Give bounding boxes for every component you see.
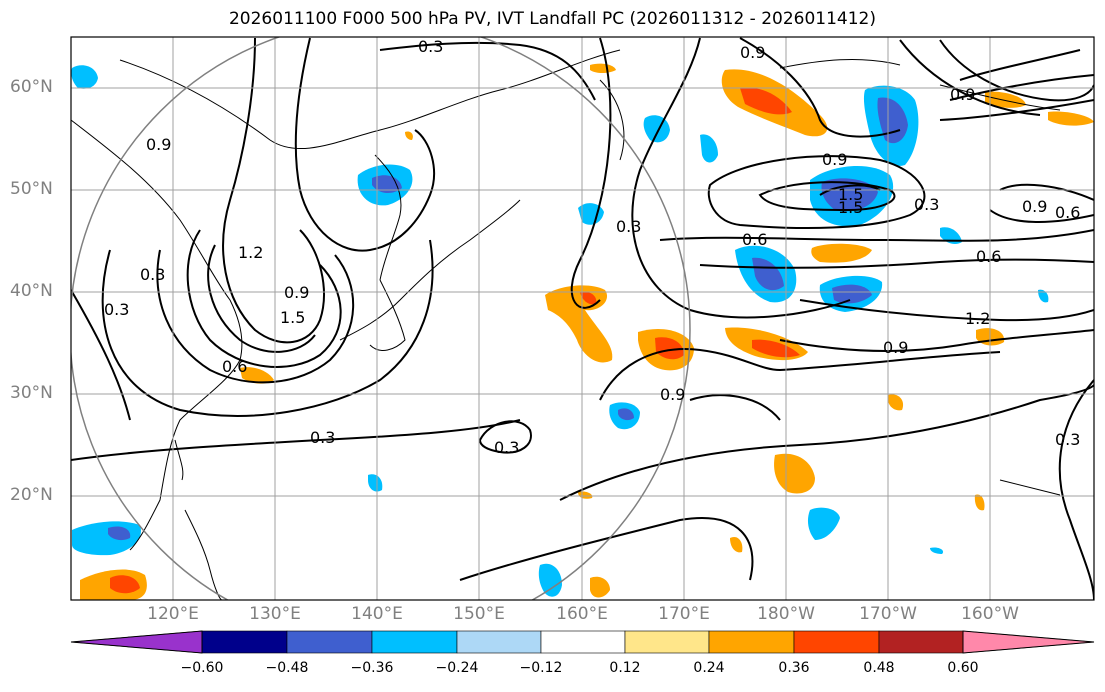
lon-label-120e: 120°E xyxy=(147,604,199,624)
gridlines xyxy=(71,37,1094,600)
contour-label: 1.5 xyxy=(838,185,863,204)
lon-label-150e: 150°E xyxy=(453,604,505,624)
contour-label: 0.3 xyxy=(140,265,165,284)
contour-label: 0.3 xyxy=(494,438,519,457)
contour-label: 0.9 xyxy=(284,283,309,302)
contour-label: 0.6 xyxy=(976,247,1001,266)
colorbar-segment xyxy=(793,630,880,654)
contour-label: 0.6 xyxy=(222,357,247,376)
colorbar-segment xyxy=(540,630,626,654)
lon-label-160e: 160°E xyxy=(556,604,608,624)
contour-label: 0.3 xyxy=(418,37,443,56)
colorbar-tick-label: 0.12 xyxy=(609,660,641,676)
colorbar-tick-label: 0.60 xyxy=(947,660,979,676)
contour-label: 0.9 xyxy=(660,385,685,404)
contour-label: 1.2 xyxy=(965,309,990,328)
contour-label: 0.3 xyxy=(914,195,939,214)
contour-label: 0.3 xyxy=(104,300,129,319)
colorbar-segment xyxy=(456,630,542,654)
contour-label: 0.9 xyxy=(950,85,975,104)
colorbar-segment xyxy=(201,630,288,654)
colorbar-segment xyxy=(286,630,373,654)
map-frame xyxy=(70,36,1095,601)
lat-label-30n: 30°N xyxy=(10,383,53,403)
colorbar-segment xyxy=(878,630,964,654)
contour-label: 0.9 xyxy=(883,338,908,357)
colorbar-tick-label: 0.48 xyxy=(863,660,895,676)
colorbar-tick-label: −0.36 xyxy=(350,660,394,676)
contour-label: 0.9 xyxy=(1022,197,1047,216)
lat-label-40n: 40°N xyxy=(10,281,53,301)
lon-label-160w: 160°W xyxy=(961,604,1019,624)
colorbar-segment xyxy=(708,630,795,654)
lat-label-60n: 60°N xyxy=(10,77,53,97)
lon-label-140e: 140°E xyxy=(351,604,403,624)
contour-label: 0.3 xyxy=(1055,430,1080,449)
contour-label: 0.9 xyxy=(740,43,765,62)
colorbar-segment xyxy=(962,630,1095,654)
lon-label-130e: 130°E xyxy=(249,604,301,624)
colorbar-segment xyxy=(70,630,203,654)
contour-label: 1.5 xyxy=(838,198,863,217)
lon-label-180w: 180°W xyxy=(757,604,815,624)
positive-shading xyxy=(80,63,1094,600)
colorbar-tick-label: −0.24 xyxy=(435,660,479,676)
contour-label: 1.5 xyxy=(280,308,305,327)
contour-labels: 0.3 0.9 0.9 0.3 1.5 1.5 1.2 0.9 0.6 0.3 … xyxy=(104,37,1080,457)
colorbar-tick-label: −0.12 xyxy=(519,660,563,676)
contour-label: 0.3 xyxy=(310,428,335,447)
lat-label-50n: 50°N xyxy=(10,179,53,199)
map-title: 2026011100 F000 500 hPa PV, IVT Landfall… xyxy=(228,9,876,29)
contour-label: 0.9 xyxy=(822,150,847,169)
lat-label-20n: 20°N xyxy=(10,485,53,505)
contour-label: 0.3 xyxy=(616,217,641,236)
colorbar-segment xyxy=(371,630,458,654)
negative-shading xyxy=(71,65,1049,597)
pv-contours xyxy=(71,37,1094,600)
colorbar-tick-label: −0.60 xyxy=(180,660,224,676)
colorbar-outline xyxy=(70,630,1095,654)
contour-label: 1.2 xyxy=(238,243,263,262)
contour-label: 0.9 xyxy=(146,135,171,154)
colorbar-segments xyxy=(70,630,1095,654)
colorbar-segment xyxy=(624,630,710,654)
contour-label: 0.6 xyxy=(1055,203,1080,222)
colorbar-tick-label: −0.48 xyxy=(265,660,309,676)
contour-label: 0.6 xyxy=(742,230,767,249)
colorbar-tick-label: 0.36 xyxy=(778,660,810,676)
landfall-region-circle xyxy=(71,37,691,600)
colorbar-tick-label: 0.24 xyxy=(693,660,725,676)
lon-label-170w: 170°W xyxy=(859,604,917,624)
lon-label-170e: 170°E xyxy=(658,604,710,624)
